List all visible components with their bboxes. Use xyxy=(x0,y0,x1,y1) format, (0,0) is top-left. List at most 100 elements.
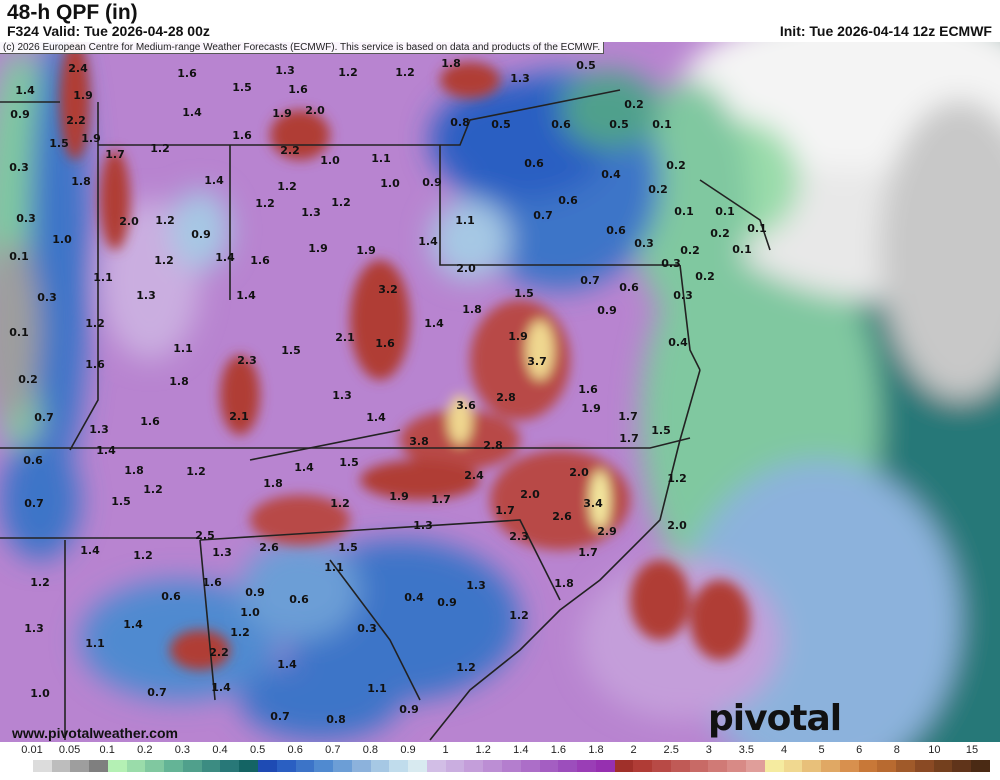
qpf-value-label: 0.2 xyxy=(710,227,730,240)
colorbar-tick-label: 10 xyxy=(928,744,941,756)
qpf-value-label: 0.6 xyxy=(289,593,309,606)
colorbar-tick-label: 4 xyxy=(780,744,788,756)
qpf-value-label: 2.3 xyxy=(509,530,529,543)
colorbar-swatch xyxy=(333,760,353,772)
ecmwf-credit: (c) 2026 European Centre for Medium-rang… xyxy=(0,42,605,54)
colorbar-swatch xyxy=(858,760,878,772)
qpf-value-label: 0.1 xyxy=(715,205,735,218)
qpf-value-label: 0.5 xyxy=(491,118,511,131)
qpf-value-label: 1.3 xyxy=(332,389,352,402)
colorbar-swatch xyxy=(708,760,728,772)
colorbar-swatch xyxy=(314,760,334,772)
qpf-value-label: 2.2 xyxy=(280,144,300,157)
colorbar-swatch xyxy=(952,760,972,772)
qpf-value-label: 0.1 xyxy=(9,250,29,263)
qpf-value-label: 1.0 xyxy=(52,233,72,246)
colorbar-tick-label: 0.05 xyxy=(58,744,81,756)
qpf-value-label: 1.2 xyxy=(330,497,350,510)
qpf-value-label: 1.1 xyxy=(455,214,475,227)
qpf-value-label: 1.4 xyxy=(80,544,100,557)
state-border xyxy=(329,559,421,701)
qpf-value-label: 1.3 xyxy=(212,546,232,559)
qpf-value-label: 2.0 xyxy=(520,488,540,501)
precip-field-region xyxy=(630,80,750,320)
qpf-value-label: 0.9 xyxy=(10,108,30,121)
qpf-value-label: 0.2 xyxy=(18,373,38,386)
qpf-value-label: 1.9 xyxy=(581,402,601,415)
heavy-precip-region xyxy=(60,42,90,160)
qpf-value-label: 2.2 xyxy=(66,114,86,127)
qpf-value-label: 3.2 xyxy=(378,283,398,296)
qpf-value-label: 1.5 xyxy=(514,287,534,300)
colorbar-swatch xyxy=(595,760,616,772)
precip-field-region xyxy=(560,70,660,150)
colorbar-tick-label: 8 xyxy=(893,744,900,756)
colorbar-swatch xyxy=(539,760,559,772)
colorbar-tick-label: 5 xyxy=(818,744,825,756)
qpf-value-label: 2.2 xyxy=(209,646,229,659)
qpf-map[interactable]: 2.4 1.6 1.3 1.2 1.2 1.8 1.3 0.5 1.4 1.9 1.5 1.6 0.9 2… xyxy=(0,42,1000,742)
map-title: 48-h QPF (in) xyxy=(7,1,138,24)
colorbar-swatch xyxy=(276,760,297,772)
qpf-value-label: 1.8 xyxy=(441,57,461,70)
qpf-value-label: 2.0 xyxy=(569,466,589,479)
qpf-value-label: 1.4 xyxy=(15,84,35,97)
colorbar-tick-label: 1.6 xyxy=(550,744,567,756)
state-border xyxy=(679,369,701,441)
qpf-value-label: 1.2 xyxy=(338,66,358,79)
qpf-value-label: 0.3 xyxy=(673,289,693,302)
colorbar-tick-label: 2 xyxy=(630,744,637,756)
qpf-value-label: 1.7 xyxy=(578,546,598,559)
colorbar-swatch xyxy=(370,760,390,772)
qpf-value-label: 0.2 xyxy=(624,98,644,111)
qpf-value-label: 1.4 xyxy=(294,461,314,474)
qpf-value-label: 0.2 xyxy=(695,270,715,283)
colorbar-swatch xyxy=(520,760,541,772)
valid-time: F324 Valid: Tue 2026-04-28 00z xyxy=(7,23,210,39)
colorbar-swatch xyxy=(821,760,841,772)
qpf-value-label: 1.5 xyxy=(651,424,671,437)
qpf-value-label: 1.2 xyxy=(155,214,175,227)
qpf-value-label: 1.4 xyxy=(215,251,235,264)
colorbar-swatch xyxy=(614,760,634,772)
qpf-value-label: 1.6 xyxy=(232,129,252,142)
qpf-value-label: 0.9 xyxy=(437,596,457,609)
qpf-value-label: 1.2 xyxy=(133,549,153,562)
qpf-value-label: 0.2 xyxy=(680,244,700,257)
qpf-value-label: 0.3 xyxy=(16,212,36,225)
heavy-precip-region xyxy=(350,260,410,380)
qpf-value-label: 0.6 xyxy=(606,224,626,237)
qpf-value-label: 1.1 xyxy=(367,682,387,695)
qpf-value-label: 0.9 xyxy=(422,176,442,189)
colorbar-swatch xyxy=(164,760,184,772)
qpf-value-label: 2.5 xyxy=(195,529,215,542)
qpf-value-label: 1.2 xyxy=(667,472,687,485)
qpf-value-label: 1.4 xyxy=(204,174,224,187)
qpf-value-label: 0.2 xyxy=(666,159,686,172)
colorbar-tick-label: 0.2 xyxy=(137,744,153,756)
qpf-value-label: 1.2 xyxy=(456,661,476,674)
qpf-value-label: 1.8 xyxy=(169,375,189,388)
colorbar-swatch xyxy=(502,760,522,772)
colorbar-swatch xyxy=(896,760,916,772)
qpf-value-label: 1.5 xyxy=(339,456,359,469)
qpf-value-label: 1.1 xyxy=(371,152,391,165)
heavy-precip-region xyxy=(270,110,330,160)
state-border xyxy=(699,179,771,251)
qpf-value-label: 1.2 xyxy=(331,196,351,209)
website-link[interactable]: www.pivotalweather.com xyxy=(12,725,178,741)
qpf-value-label: 1.5 xyxy=(49,137,69,150)
colorbar-swatch xyxy=(426,760,447,772)
colorbar-tick-label: 0.3 xyxy=(174,744,191,756)
qpf-value-label: 1.9 xyxy=(356,244,376,257)
qpf-value-label: 1.2 xyxy=(154,254,174,267)
qpf-value-label: 0.9 xyxy=(597,304,617,317)
qpf-value-label: 1.8 xyxy=(71,175,91,188)
qpf-value-label: 1.3 xyxy=(510,72,530,85)
colorbar-swatch xyxy=(107,760,128,772)
qpf-value-label: 2.8 xyxy=(483,439,503,452)
qpf-value-label: 1.9 xyxy=(73,89,93,102)
colorbar-tick-label: 1.4 xyxy=(513,744,529,756)
colorbar-tick-label: 1.8 xyxy=(588,744,604,756)
state-border xyxy=(69,102,99,451)
